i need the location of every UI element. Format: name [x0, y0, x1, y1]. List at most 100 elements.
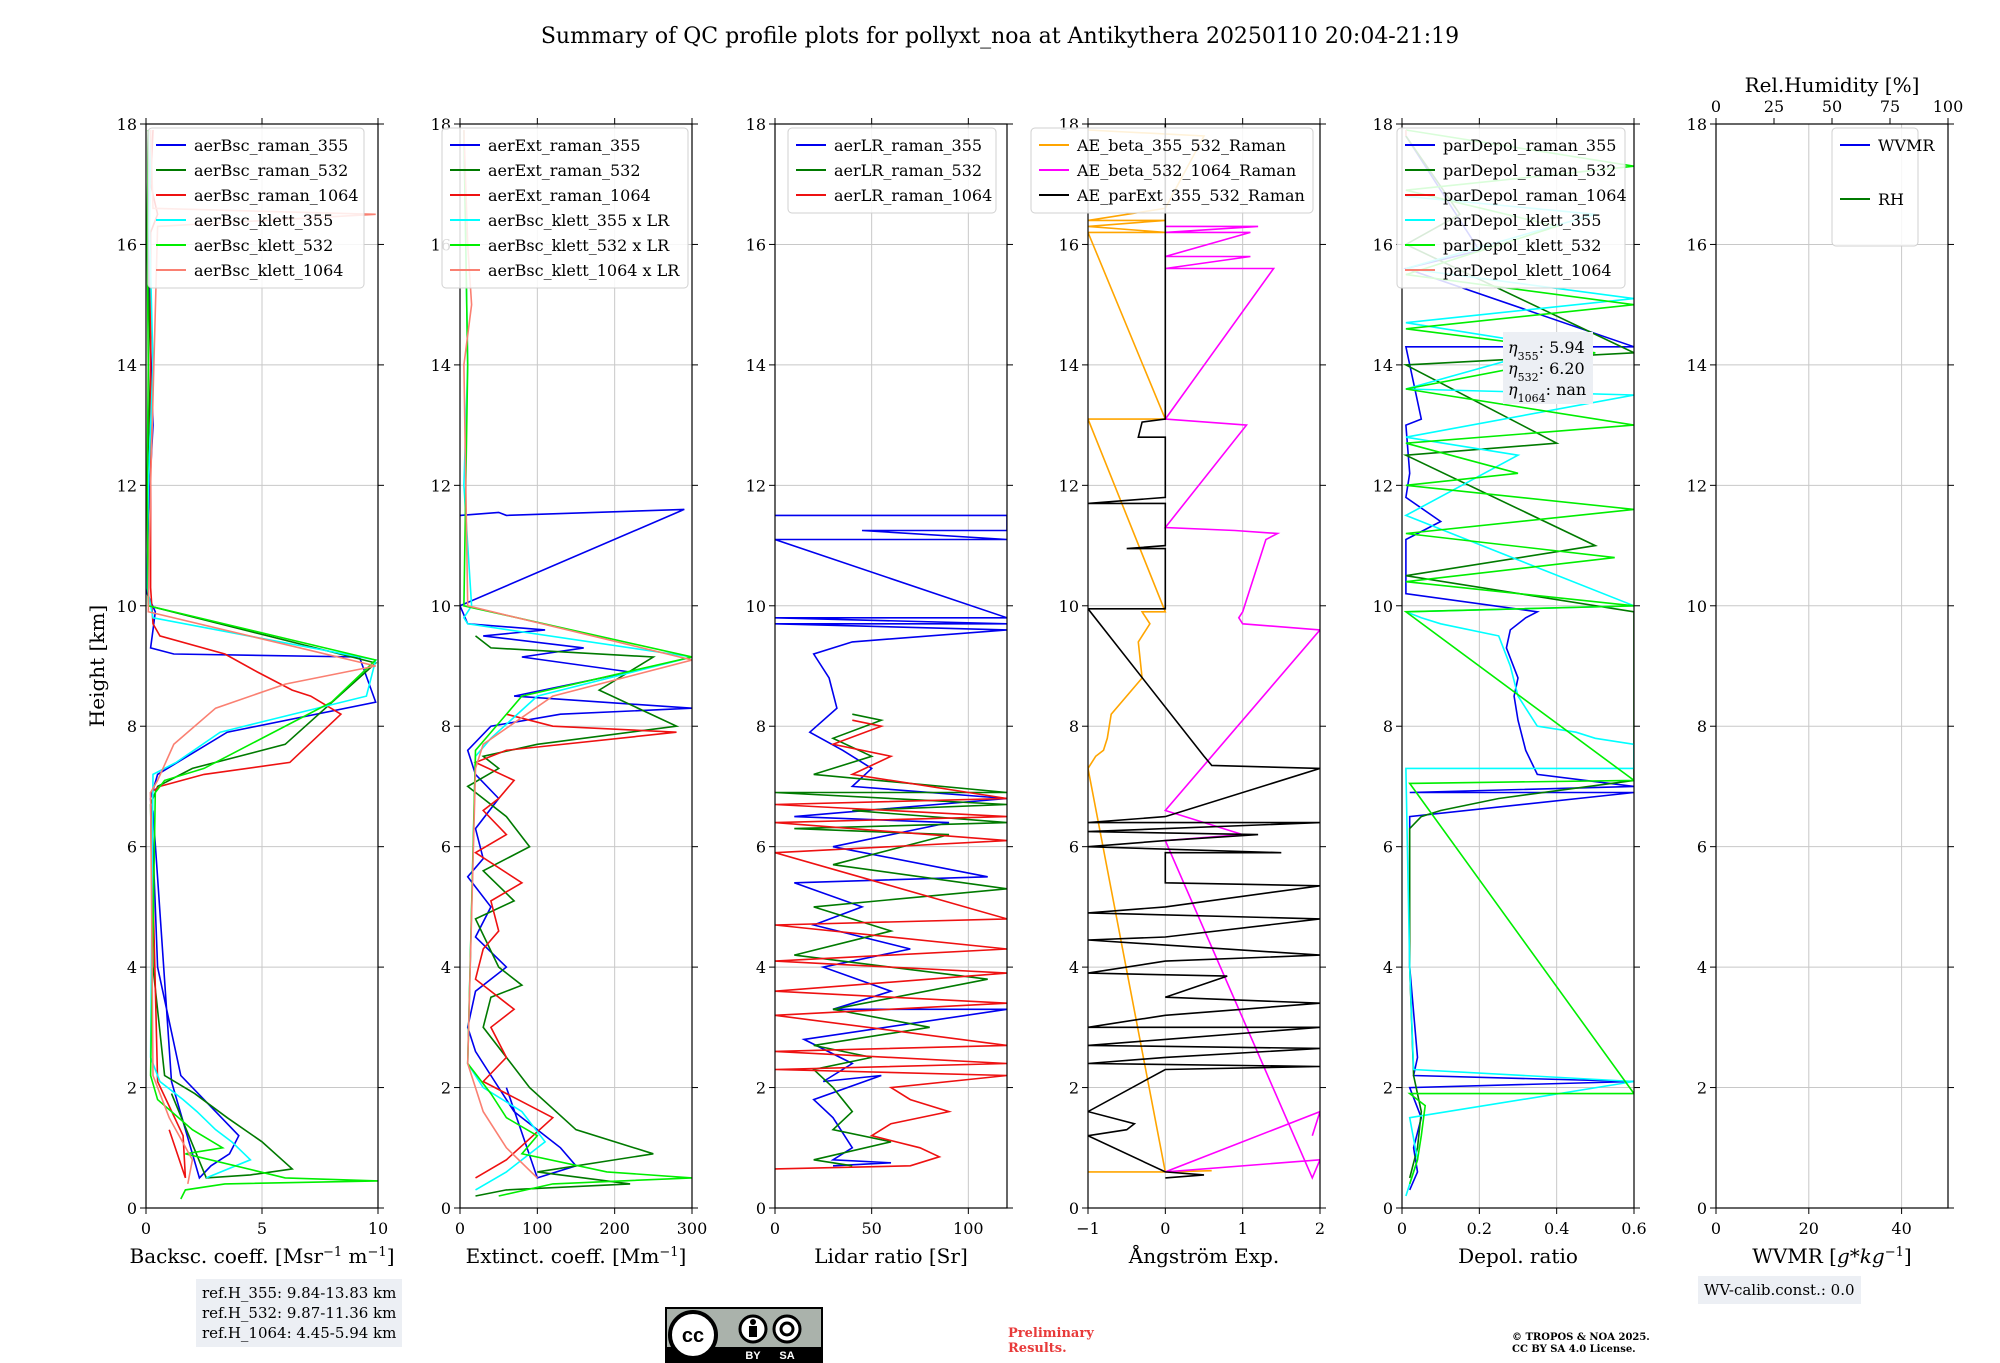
- legend-label: AE_beta_532_1064_Raman: [1076, 161, 1296, 180]
- x-axis-label-part: ]: [679, 1244, 687, 1268]
- legend-label: aerBsc_klett_532: [194, 236, 333, 255]
- legend-label: WVMR: [1878, 136, 1935, 155]
- legend-label: aerBsc_raman_355: [194, 136, 348, 155]
- series-line-aerExt_raman_1064: [473, 713, 677, 1179]
- y-tick-label: 6: [756, 838, 766, 857]
- legend-label: aerBsc_klett_532 x LR: [488, 236, 670, 255]
- y-tick-label: 0: [1383, 1199, 1393, 1218]
- x-tick-label: 0: [1711, 1219, 1721, 1238]
- x-axis-label-part: Backsc. coeff. [Msr: [130, 1244, 324, 1268]
- preliminary-note: Preliminary Results.: [1008, 1326, 1128, 1356]
- x2-tick-label: 75: [1880, 97, 1900, 116]
- x-tick-label: 200: [599, 1219, 630, 1238]
- legend-label: parDepol_raman_532: [1443, 161, 1616, 180]
- y-tick-label: 16: [746, 235, 766, 254]
- y-tick-label: 8: [1697, 717, 1707, 736]
- preliminary-line-2: Results.: [1008, 1341, 1067, 1356]
- x-axis-label: Lidar ratio [Sr]: [814, 1244, 968, 1268]
- x-axis-label-part: ]: [1904, 1244, 1912, 1268]
- y-tick-label: 10: [746, 597, 766, 616]
- legend-label: parDepol_klett_532: [1443, 236, 1601, 255]
- y-tick-label: 18: [1373, 115, 1393, 134]
- x-axis-label-part: −1: [659, 1245, 678, 1260]
- sa-icon: [772, 1314, 802, 1344]
- by-label: BY: [745, 1350, 761, 1362]
- eta-symbol: η: [1508, 380, 1518, 399]
- y-tick-label: 14: [1059, 356, 1079, 375]
- legend: aerLR_raman_355 aerLR_raman_532 aerLR_rama…: [787, 127, 997, 214]
- y-tick-label: 12: [117, 476, 137, 495]
- x-axis-label-part: −1: [368, 1245, 387, 1260]
- panel-3: 0 2 4 6 8 10 12 14 16 18 0 50 100 Lidar ratio [Sr] aer…: [746, 115, 1013, 1268]
- series-line-aerExt_raman_532: [466, 635, 680, 1197]
- x-tick-label: 300: [677, 1219, 708, 1238]
- copyright-line-2: CC BY SA 4.0 License.: [1512, 1344, 1636, 1355]
- x-tick-label: 0.4: [1544, 1219, 1569, 1238]
- y-tick-label: 2: [1697, 1079, 1707, 1098]
- legend-label: RH: [1878, 190, 1904, 209]
- y-tick-label: 12: [431, 476, 451, 495]
- legend-label: aerLR_raman_532: [834, 161, 982, 180]
- eta-subscript: 532: [1518, 371, 1539, 384]
- legend: parDepol_raman_355 parDepol_raman_532 parD…: [1396, 127, 1627, 289]
- legend-label: parDepol_raman_1064: [1443, 186, 1627, 205]
- series-line-aerExt_raman_355: [460, 508, 692, 1179]
- legend-box: [1831, 127, 1919, 247]
- x-tick-label: 0.2: [1467, 1219, 1492, 1238]
- y-tick-label: 6: [1383, 838, 1393, 857]
- y-tick-label: 10: [431, 597, 451, 616]
- y-tick-label: 4: [1069, 958, 1079, 977]
- panel-5: 0 2 4 6 8 10 12 14 16 18 0 0.2 0.4 0.6 Depol. ratio par…: [1373, 115, 1647, 1268]
- y-tick-label: 18: [117, 115, 137, 134]
- x2-tick-label: 50: [1822, 97, 1842, 116]
- legend-box: [1030, 127, 1314, 214]
- legend-label: aerBsc_raman_1064: [194, 186, 359, 205]
- legend-label: AE_beta_355_532_Raman: [1076, 136, 1286, 155]
- eta-box: [1503, 332, 1593, 404]
- y-tick-label: 0: [1069, 1199, 1079, 1218]
- x-axis-label: WVMR [g*kg−1]: [1752, 1244, 1911, 1268]
- x2-axis-label: Rel.Humidity [%]: [1745, 73, 1920, 97]
- y-tick-label: 14: [431, 356, 451, 375]
- y-tick-label: 12: [746, 476, 766, 495]
- axes-frame: [1087, 123, 1321, 1209]
- y-tick-label: 10: [117, 597, 137, 616]
- series-line-AE_beta_355_532_Raman: [1088, 129, 1212, 1173]
- axes-frame: [459, 123, 693, 1209]
- series-line-aerBsc_klett_532: [146, 129, 378, 1200]
- axes-frame: [1401, 123, 1635, 1209]
- copyright-line-1: © TROPOS & NOA 2025.: [1512, 1332, 1650, 1343]
- x-axis-label-part: −1: [1885, 1245, 1904, 1260]
- y-tick-label: 10: [1687, 597, 1707, 616]
- y-tick-label: 2: [1069, 1079, 1079, 1098]
- legend-label: parDepol_klett_1064: [1443, 261, 1612, 280]
- x-axis-label: Extinct. coeff. [Mm−1]: [466, 1244, 687, 1268]
- y-tick-label: 16: [1373, 235, 1393, 254]
- y-tick-label: 8: [441, 717, 451, 736]
- legend-label: parDepol_klett_355: [1443, 211, 1601, 230]
- y-tick-label: 12: [1687, 476, 1707, 495]
- x-axis-label-part: Extinct. coeff. [Mm: [466, 1244, 660, 1268]
- legend-label: parDepol_raman_355: [1443, 136, 1616, 155]
- legend-label: aerBsc_klett_355: [194, 211, 333, 230]
- x-tick-label: 0: [1397, 1219, 1407, 1238]
- x-axis-label-part: ]: [387, 1244, 395, 1268]
- legend-label: aerLR_raman_355: [834, 136, 982, 155]
- eta-symbol: η: [1508, 338, 1518, 357]
- x-axis-label-part: *: [1850, 1244, 1860, 1268]
- eta-value: : 6.20: [1539, 359, 1585, 378]
- axes-frame: [774, 123, 1008, 1209]
- x-tick-label: 20: [1799, 1219, 1819, 1238]
- eta-label: η1064: nan: [1508, 380, 1586, 405]
- x-axis-label: Ångström Exp.: [1128, 1243, 1279, 1268]
- legend-label: AE_parExt_355_532_Raman: [1076, 186, 1305, 205]
- y-tick-label: 0: [756, 1199, 766, 1218]
- legend: aerBsc_raman_355 aerBsc_raman_532 aerBsc_r…: [147, 127, 365, 289]
- axes-frame: [1715, 123, 1949, 1209]
- series-line-AE_beta_532_1064_Raman: [1163, 225, 1320, 1180]
